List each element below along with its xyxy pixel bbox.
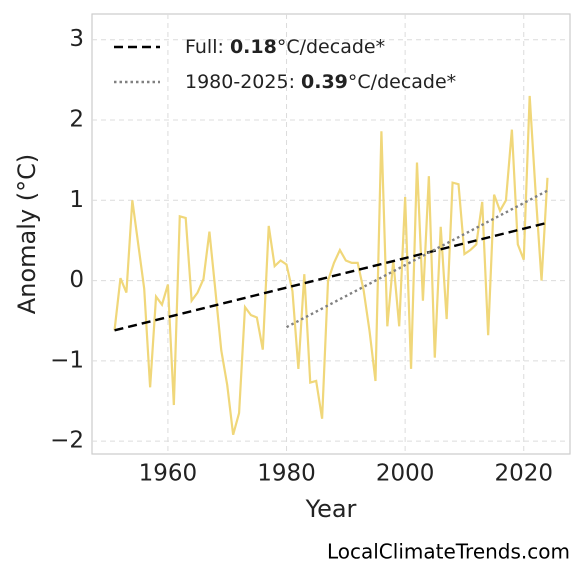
- x-tick-label: 2020: [494, 461, 553, 487]
- watermark: LocalClimateTrends.com: [327, 540, 570, 564]
- legend-text: 1980-2025:: [185, 71, 301, 93]
- y-tick-label: −2: [50, 428, 84, 454]
- legend-entry: 1980-2025: 0.39°C/decade*: [185, 71, 456, 93]
- legend-text: °C/decade*: [277, 36, 385, 58]
- y-axis-label: Anomaly (°C): [13, 154, 41, 314]
- legend-text: Full:: [185, 36, 230, 58]
- legend-text: °C/decade*: [348, 71, 456, 93]
- y-tick-label: 0: [69, 267, 84, 293]
- x-tick-label: 1960: [139, 461, 198, 487]
- legend-entry: Full: 0.18°C/decade*: [185, 36, 385, 58]
- y-tick-label: 2: [69, 106, 84, 132]
- plot-frame: [91, 13, 571, 455]
- y-tick-label: −1: [50, 347, 84, 373]
- trend-line: [285, 189, 549, 329]
- x-axis-label: Year: [305, 495, 357, 523]
- x-tick-label: 1980: [257, 461, 316, 487]
- trend-line: [114, 221, 548, 332]
- y-tick-label: 3: [69, 26, 84, 52]
- legend-text: 0.39: [301, 71, 348, 93]
- legend-text: 0.18: [230, 36, 277, 58]
- data-line: [113, 95, 549, 436]
- y-tick-label: 1: [69, 187, 84, 213]
- x-tick-label: 2000: [376, 461, 435, 487]
